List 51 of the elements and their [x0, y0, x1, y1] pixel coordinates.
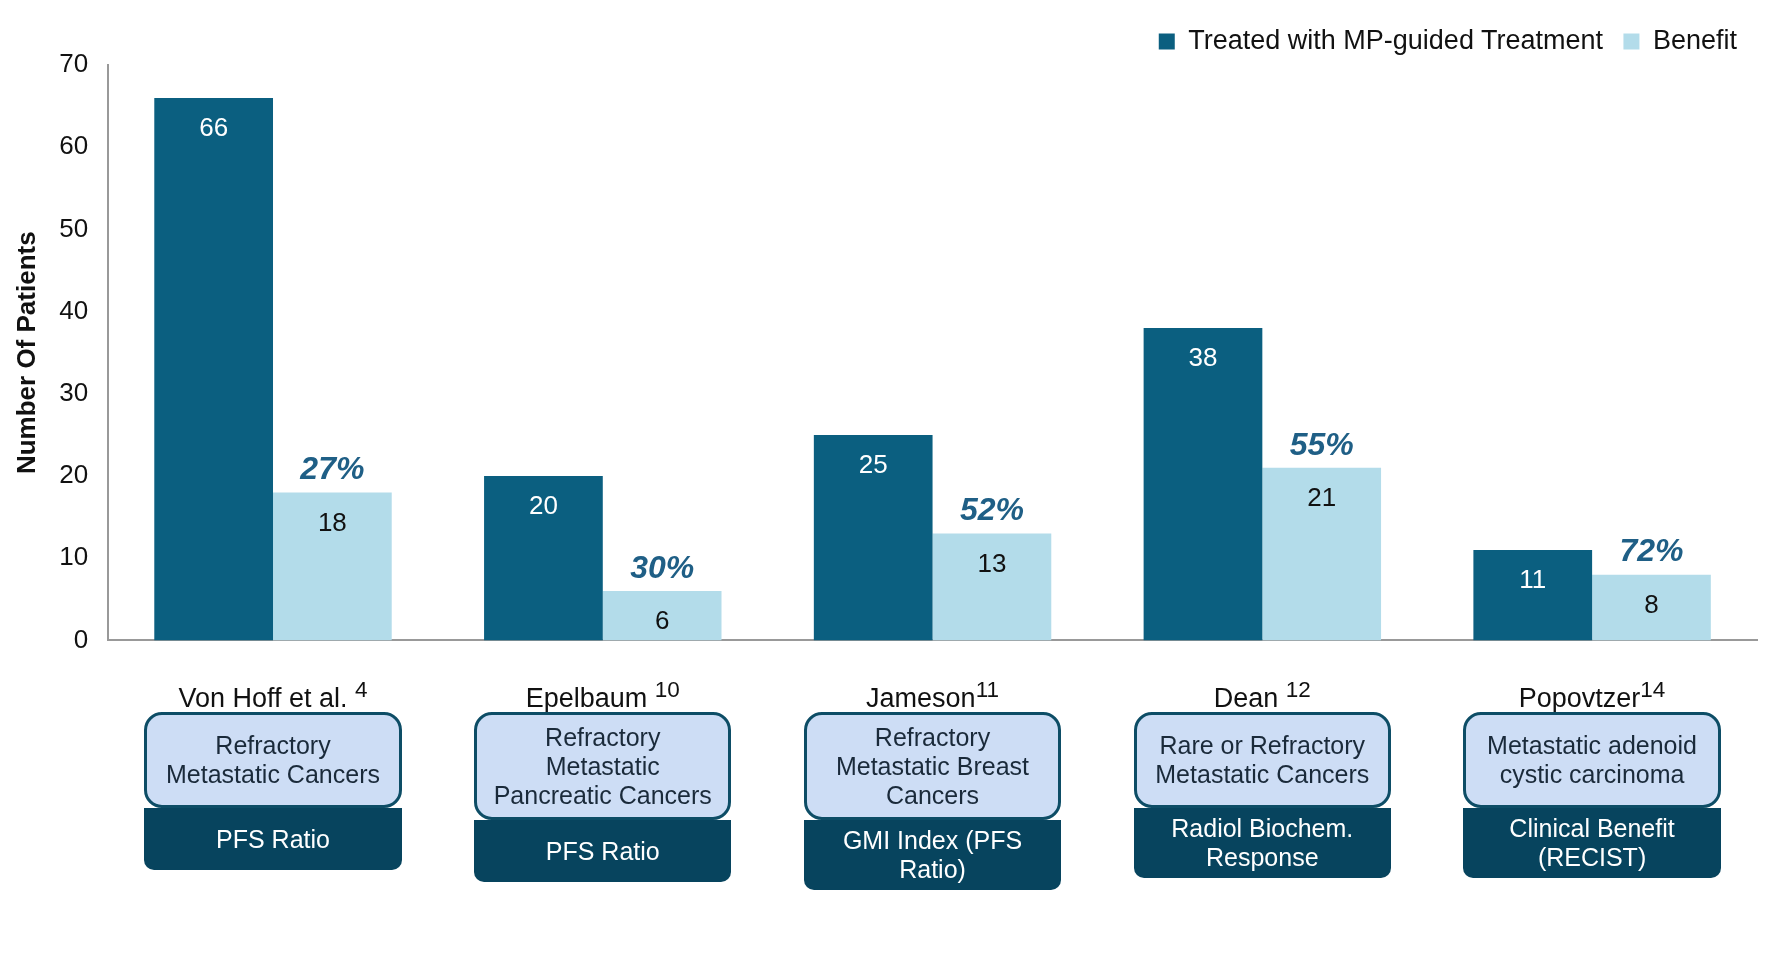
data-label: 6: [654, 605, 670, 636]
y-tick-label: 20: [59, 459, 89, 490]
text: PFS Ratio: [474, 820, 732, 883]
text: Refractory Metastatic Pancreatic Cancers: [474, 712, 732, 821]
bar: [1262, 467, 1382, 641]
annotation: 55%: [1289, 425, 1354, 462]
data-label: 25: [858, 449, 888, 480]
annotation: 72%: [1619, 532, 1684, 569]
annotation: 52%: [959, 491, 1024, 528]
data-label: 20: [528, 490, 558, 521]
bar: [484, 476, 603, 641]
bar: [602, 591, 722, 641]
x-tick-label: Epelbaum $^{10}$: [525, 676, 680, 713]
data-label: 38: [1188, 342, 1218, 373]
bar: [154, 97, 274, 641]
text: Refractory Metastatic Breast Cancers: [803, 712, 1062, 821]
text: GMI Index (PFS Ratio): [803, 820, 1062, 890]
x-tick-label: Von Hoff et al. $^{4}$: [178, 676, 368, 713]
data-label: 18: [317, 506, 347, 537]
y-tick-label: 50: [59, 212, 89, 243]
text: PFS Ratio: [144, 808, 402, 870]
bar: [1592, 574, 1711, 641]
y-tick-label: 70: [59, 48, 89, 79]
data-label: 66: [199, 112, 229, 143]
data-label: 11: [1519, 564, 1547, 595]
bar: [273, 492, 392, 641]
bar: [813, 434, 933, 641]
text: Radiol Biochem. Response: [1133, 808, 1391, 878]
bar: [1143, 328, 1263, 641]
y-tick-label: 40: [59, 294, 89, 325]
text: Rare or Refractory Metastatic Cancers: [1133, 712, 1391, 808]
x-tick-label: Jameson$^{11}$: [866, 676, 999, 713]
data-label: 13: [977, 547, 1007, 578]
y-tick-label: 0: [73, 623, 89, 654]
bar: [1473, 549, 1593, 641]
y-tick-label: 30: [59, 376, 89, 407]
legend-label: Treated with MP-guided Treatment: [1188, 24, 1604, 55]
data-label: 8: [1644, 588, 1659, 619]
legend-label: Benefit: [1652, 24, 1738, 55]
y-tick-label: 10: [59, 541, 89, 572]
y-axis-title: Number Of Patients: [10, 231, 41, 475]
annotation: 27%: [299, 450, 365, 487]
annotation: 30%: [630, 548, 695, 585]
x-tick-label: Dean $^{12}$: [1213, 676, 1311, 713]
text: Metastatic adenoid cystic carcinoma: [1463, 712, 1721, 808]
x-tick-label: Popovtzer$^{14}$: [1518, 676, 1666, 713]
y-tick-label: 60: [59, 130, 89, 161]
text: Refractory Metastatic Cancers: [144, 712, 402, 808]
bar: [932, 533, 1052, 641]
text: Clinical Benefit (RECIST): [1463, 808, 1721, 878]
data-label: 21: [1307, 481, 1337, 512]
